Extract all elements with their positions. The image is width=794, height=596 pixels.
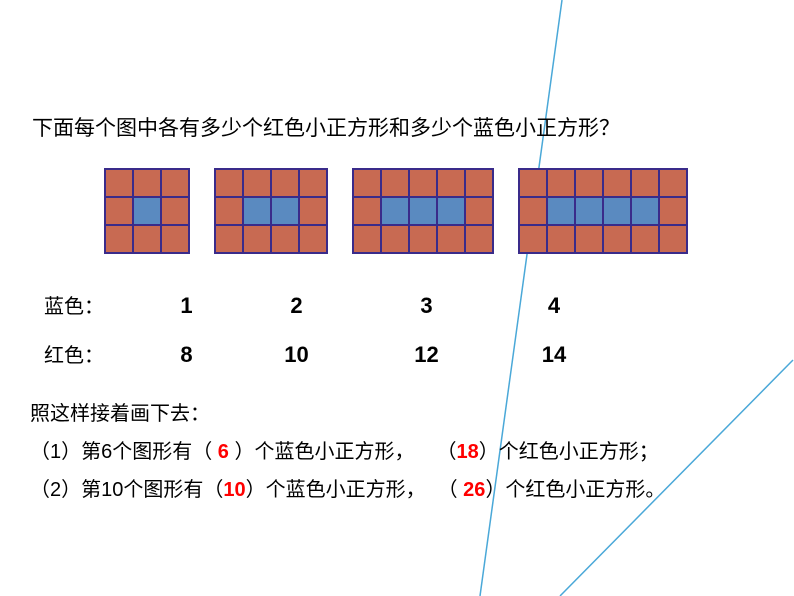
- cell: [299, 169, 327, 197]
- blue-value-2: 2: [239, 293, 354, 319]
- figure-3: [352, 168, 494, 254]
- cell: [271, 197, 299, 225]
- cell: [381, 197, 409, 225]
- cell: [465, 169, 493, 197]
- cell: [575, 197, 603, 225]
- question-text: 下面每个图中各有多少个红色小正方形和多少个蓝色小正方形？: [32, 112, 620, 142]
- cell: [575, 225, 603, 253]
- cell: [353, 197, 381, 225]
- cell: [133, 169, 161, 197]
- cell: [215, 169, 243, 197]
- blue-label: 蓝色：: [44, 290, 134, 319]
- q1-pre: （1）第6个图形有（: [30, 441, 212, 463]
- q1-post: ）个红色小正方形；: [479, 441, 659, 463]
- figure-4: [518, 168, 688, 254]
- blue-value-3: 3: [354, 293, 499, 319]
- cell: [631, 197, 659, 225]
- followup-q1: （1）第6个图形有（ 6 ）个蓝色小正方形， （18）个红色小正方形；: [30, 433, 665, 471]
- cell: [659, 197, 687, 225]
- cell: [215, 225, 243, 253]
- cell: [519, 169, 547, 197]
- cell: [437, 197, 465, 225]
- cell: [631, 169, 659, 197]
- cell: [409, 225, 437, 253]
- q1-gap: （: [437, 441, 457, 463]
- cell: [299, 197, 327, 225]
- cell: [659, 169, 687, 197]
- cell: [133, 197, 161, 225]
- figure-1: [104, 168, 190, 254]
- q2-pre: （2）第10个图形有（: [30, 479, 223, 501]
- cell: [381, 169, 409, 197]
- followup-block: 照这样接着画下去： （1）第6个图形有（ 6 ）个蓝色小正方形，（18）个红色小…: [30, 395, 665, 509]
- red-value-2: 10: [239, 342, 354, 368]
- red-label: 红色：: [44, 339, 134, 368]
- q2-answer-blue: 10: [223, 479, 245, 501]
- red-value-1: 8: [134, 342, 239, 368]
- q2-answer-red: 26: [458, 479, 486, 501]
- cell: [105, 225, 133, 253]
- cell: [161, 225, 189, 253]
- cell: [603, 169, 631, 197]
- blue-row: 蓝色： 1234: [44, 290, 609, 319]
- cell: [437, 225, 465, 253]
- cell: [381, 225, 409, 253]
- cell: [409, 197, 437, 225]
- cell: [243, 197, 271, 225]
- data-table: 蓝色： 1234 红色： 8101214: [44, 290, 609, 388]
- cell: [659, 225, 687, 253]
- cell: [409, 169, 437, 197]
- cell: [271, 225, 299, 253]
- followup-q2: （2）第10个图形有（10）个蓝色小正方形， （ 26）个红色小正方形。: [30, 471, 665, 509]
- figures-row: [104, 168, 688, 254]
- q2-post: ）个红色小正方形。: [485, 479, 665, 501]
- cell: [519, 225, 547, 253]
- cell: [161, 197, 189, 225]
- cell: [299, 225, 327, 253]
- cell: [437, 169, 465, 197]
- blue-value-1: 1: [134, 293, 239, 319]
- cell: [133, 225, 161, 253]
- cell: [105, 197, 133, 225]
- cell: [465, 225, 493, 253]
- cell: [353, 225, 381, 253]
- blue-value-4: 4: [499, 293, 609, 319]
- q1-answer-red: 18: [457, 441, 479, 463]
- cell: [161, 169, 189, 197]
- q1-mid: ）个蓝色小正方形，: [235, 441, 415, 463]
- cell: [353, 169, 381, 197]
- figure-2: [214, 168, 328, 254]
- cell: [243, 225, 271, 253]
- blue-values: 1234: [134, 293, 609, 319]
- q2-gap: （: [438, 479, 458, 501]
- cell: [215, 197, 243, 225]
- cell: [547, 225, 575, 253]
- cell: [243, 169, 271, 197]
- cell: [271, 169, 299, 197]
- red-values: 8101214: [134, 342, 609, 368]
- red-value-4: 14: [499, 342, 609, 368]
- cell: [603, 225, 631, 253]
- cell: [465, 197, 493, 225]
- q2-mid: ）个蓝色小正方形，: [246, 479, 426, 501]
- q1-answer-blue: 6: [212, 441, 234, 463]
- cell: [603, 197, 631, 225]
- cell: [105, 169, 133, 197]
- cell: [519, 197, 547, 225]
- cell: [631, 225, 659, 253]
- red-row: 红色： 8101214: [44, 339, 609, 368]
- cell: [575, 169, 603, 197]
- red-value-3: 12: [354, 342, 499, 368]
- cell: [547, 169, 575, 197]
- followup-intro: 照这样接着画下去：: [30, 395, 665, 433]
- cell: [547, 197, 575, 225]
